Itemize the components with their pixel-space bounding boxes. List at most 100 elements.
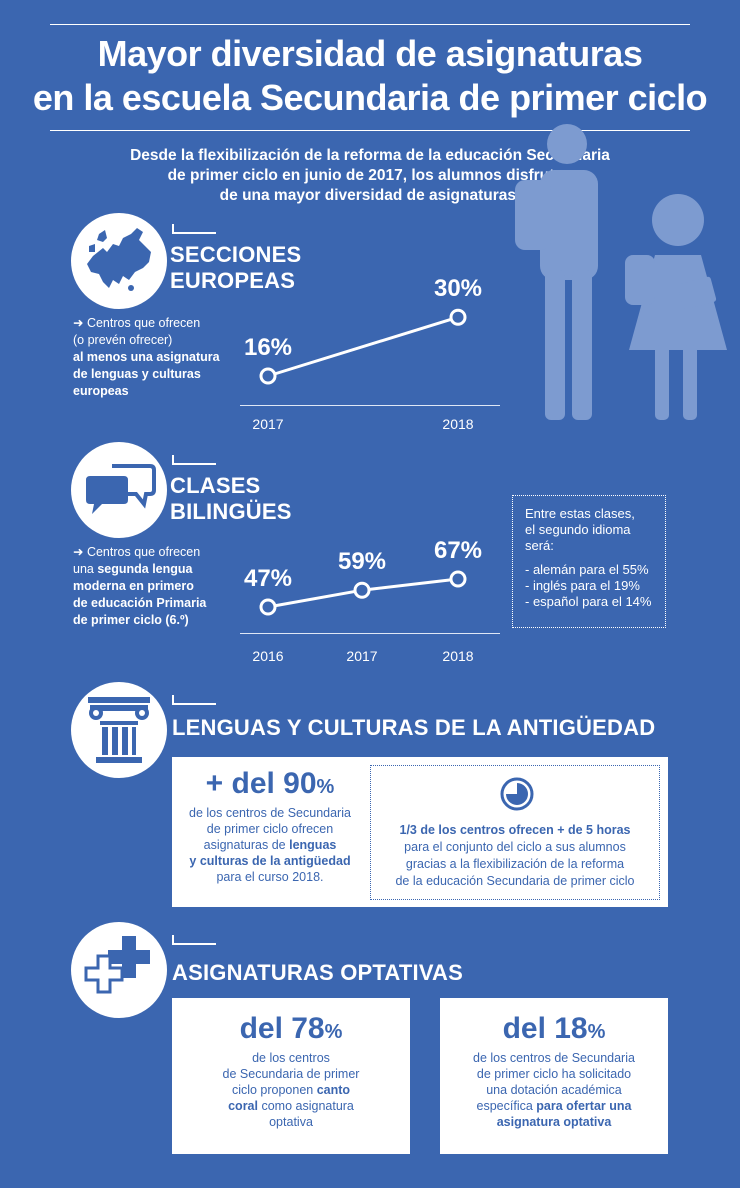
- note-line3: será:: [525, 538, 554, 553]
- optativas18-line5: asignatura optativa: [496, 1115, 612, 1129]
- europeas-description: ➜ Centros que ofrecen (o prevén ofrecer)…: [73, 315, 243, 400]
- speech-bubbles-icon: [86, 464, 156, 514]
- optativas18-line3: una dotación académica: [486, 1083, 622, 1097]
- bilingues-desc-line2b: segunda lengua: [97, 562, 193, 576]
- europeas-heading-line1: SECCIONES: [170, 242, 302, 267]
- chart2-label-2016: 47%: [243, 565, 293, 592]
- antiguedad-stat-line1: de los centros de Secundaria: [189, 806, 351, 820]
- europeas-heading-tick: [172, 224, 174, 234]
- hours-line1: 1/3 de los centros ofrecen + de 5 horas: [399, 823, 631, 837]
- optativas78-line3a: ciclo proponen: [231, 1083, 317, 1097]
- europeas-heading-line: [172, 232, 216, 234]
- page-title: Mayor diversidad de asignaturas en la es…: [0, 32, 740, 120]
- plus-signs-icon: [84, 936, 150, 994]
- hours-line2: para el conjunto del ciclo a sus alumnos: [404, 840, 626, 854]
- chart2-axis: [240, 633, 500, 634]
- note-item-aleman: - alemán para el 55%: [525, 562, 649, 577]
- bilingues-description: ➜ Centros que ofrecen una segunda lengua…: [73, 544, 243, 629]
- antiguedad-stat-percent: %: [316, 776, 335, 798]
- bilingues-heading: CLASES BILINGÜES: [170, 473, 292, 525]
- europe-map-icon: [87, 228, 151, 291]
- chart2-point-2018: [449, 570, 467, 588]
- antiguedad-card-90: [172, 757, 668, 907]
- bilingues-desc-line2a: una: [73, 562, 98, 576]
- page-subtitle: Desde la flexibilización de la reforma d…: [70, 146, 670, 206]
- europeas-desc-line1: ➜ Centros que ofrecen: [73, 316, 201, 330]
- optativas78-line1: de los centros: [252, 1051, 330, 1065]
- optativas78-line5: optativa: [269, 1115, 313, 1129]
- clock-icon: [500, 777, 534, 811]
- antiguedad-stat-line3b: lenguas: [289, 838, 337, 852]
- optativas-card-18: del 18% de los centros de Secundaria de …: [440, 998, 668, 1154]
- bilingues-desc-line4: de educación Primaria: [73, 596, 207, 610]
- note-line2: el segundo idioma: [525, 522, 631, 537]
- optativas18-percent: %: [587, 1021, 606, 1043]
- optativas78-value: del 78: [239, 1012, 325, 1045]
- chart2-year-2018: 2018: [442, 648, 474, 664]
- page-title-line2: en la escuela Secundaria de primer ciclo: [32, 77, 708, 118]
- antiguedad-heading-tick: [172, 695, 174, 705]
- bilingues-desc-line1: ➜ Centros que ofrecen: [73, 545, 201, 559]
- bilingues-heading-line1: CLASES: [170, 473, 261, 498]
- chart1-year-2018: 2018: [442, 416, 474, 432]
- chart2-plot: [259, 570, 467, 616]
- chart2-point-2017: [353, 581, 371, 599]
- chart2-year-2016: 2016: [252, 648, 284, 664]
- page-title-line1: Mayor diversidad de asignaturas: [97, 33, 643, 74]
- chart1-line: [267, 315, 459, 378]
- optativas78-line4b: como asignatura: [258, 1099, 354, 1113]
- note-item-espanol: - español para el 14%: [525, 594, 652, 609]
- bilingues-desc-line3: moderna en primero: [73, 579, 194, 593]
- optativas78-line3b: canto: [316, 1083, 351, 1097]
- chart1-point-2017: [259, 367, 277, 385]
- europeas-desc-line2: (o prevén ofrecer): [73, 333, 173, 347]
- antiguedad-stat-value: + del 90: [205, 767, 317, 800]
- subtitle-line2: de primer ciclo en junio de 2017, los al…: [167, 167, 573, 184]
- note-item-ingles: - inglés para el 19%: [525, 578, 640, 593]
- note-line1: Entre estas clases,: [525, 506, 635, 521]
- optativas18-line4a: específica: [476, 1099, 537, 1113]
- subtitle-line1: Desde la flexibilización de la reforma d…: [130, 147, 610, 164]
- bilingues-heading-line: [172, 463, 216, 465]
- chart1-year-2017: 2017: [252, 416, 284, 432]
- top-rule: [50, 24, 690, 25]
- bilingues-heading-line2: BILINGÜES: [170, 499, 292, 524]
- europeas-desc-line3: al menos una asignatura: [73, 350, 220, 364]
- antiguedad-heading: LENGUAS Y CULTURAS DE LA ANTIGÜEDAD: [172, 715, 656, 740]
- antiguedad-stat-line2: de primer ciclo ofrecen: [206, 822, 334, 836]
- antiguedad-heading-line: [172, 703, 216, 705]
- hours-line3: gracias a la flexibilización de la refor…: [405, 857, 625, 871]
- chart2-label-2017: 59%: [337, 548, 387, 576]
- chart2-point-2016: [259, 598, 277, 616]
- languages-note: Entre estas clases, el segundo idioma se…: [512, 495, 666, 628]
- chart1-point-2018: [449, 308, 467, 326]
- title-rule: [50, 130, 690, 131]
- optativas-heading: ASIGNATURAS OPTATIVAS: [172, 960, 464, 985]
- europeas-heading: SECCIONES EUROPEAS: [170, 242, 301, 294]
- optativas78-line4a: coral: [228, 1099, 258, 1113]
- chart2-label-2018: 67%: [433, 537, 483, 564]
- students-illustration: [515, 124, 727, 420]
- chart1-plot: [259, 308, 467, 385]
- optativas18-line1: de los centros de Secundaria: [473, 1051, 635, 1065]
- chart1-axis: [240, 405, 500, 406]
- optativas18-value: del 18: [502, 1012, 588, 1045]
- optativas18-line4b: para ofertar una: [536, 1099, 632, 1113]
- chart1-label-2017: 16%: [243, 334, 293, 361]
- antiguedad-stat-line5: para el curso 2018.: [216, 870, 324, 884]
- chart1-label-2018: 30%: [433, 275, 483, 303]
- hours-box: [370, 765, 660, 900]
- optativas18-line2: de primer ciclo ha solicitado: [476, 1067, 632, 1081]
- antiguedad-stat-line3a: asignaturas de: [203, 838, 290, 852]
- optativas-heading-line: [172, 943, 216, 945]
- europeas-heading-line2: EUROPEAS: [170, 268, 296, 293]
- optativas-heading-tick: [172, 935, 174, 945]
- antiguedad-stat-block: + del 90% de los centros de Secundaria d…: [172, 767, 368, 885]
- hours-text: 1/3 de los centros ofrecen + de 5 horas …: [372, 822, 658, 890]
- subtitle-line3: de una mayor diversidad de asignaturas.: [219, 187, 521, 204]
- bilingues-desc-line5: de primer ciclo (6.º): [73, 613, 189, 627]
- europeas-desc-line4: de lenguas y culturas: [73, 367, 201, 381]
- europeas-desc-line5: europeas: [73, 384, 129, 398]
- optativas78-percent: %: [324, 1021, 343, 1043]
- bilingues-heading-tick: [172, 455, 174, 465]
